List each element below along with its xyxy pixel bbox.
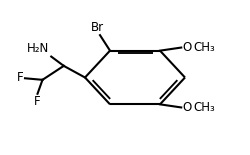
Text: F: F [17, 71, 24, 84]
Text: CH₃: CH₃ [193, 101, 215, 114]
Text: CH₃: CH₃ [193, 41, 215, 54]
Text: O: O [182, 101, 192, 114]
Text: H₂N: H₂N [26, 42, 49, 55]
Text: Br: Br [91, 21, 104, 34]
Text: O: O [182, 41, 192, 54]
Text: F: F [34, 95, 41, 108]
